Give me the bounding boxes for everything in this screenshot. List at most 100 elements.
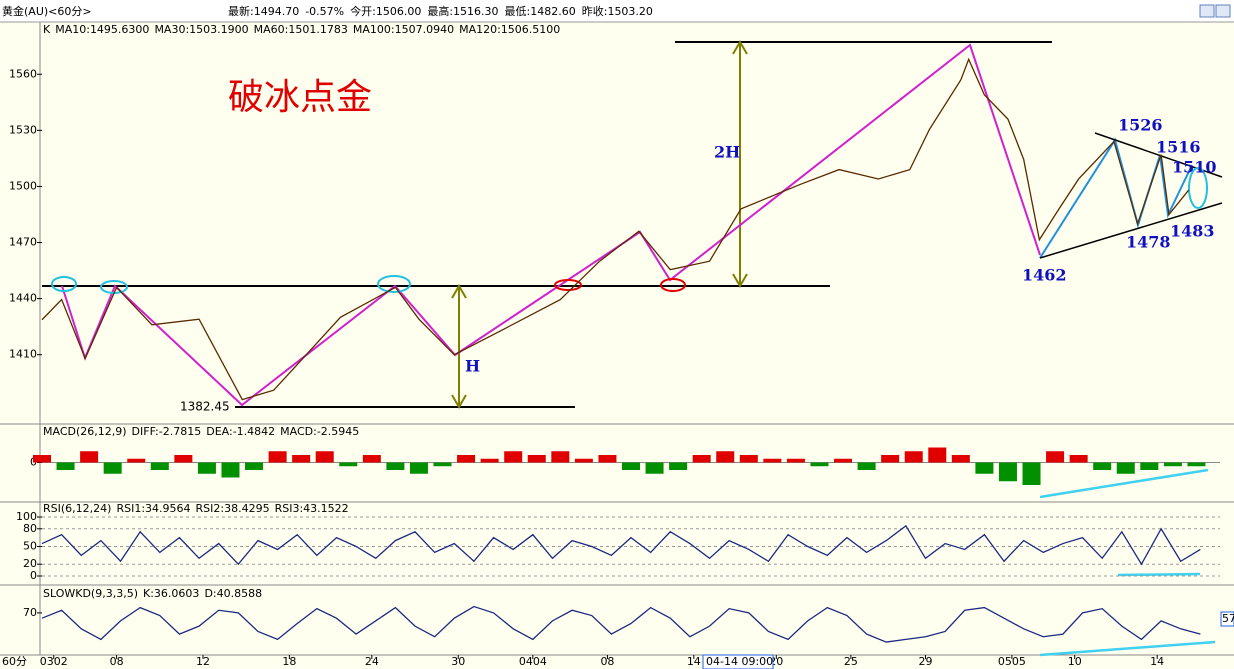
series-line <box>41 524 1201 566</box>
bar <box>810 462 829 467</box>
bar <box>103 462 122 474</box>
quote-item: -0.57% <box>305 5 344 18</box>
header-bar <box>0 0 1234 22</box>
annotation: 1382.45 <box>180 400 230 414</box>
bar <box>834 458 853 463</box>
bar <box>716 451 735 463</box>
headline: 破冰点金 <box>228 77 372 118</box>
legend-entry: RSI3:43.1522 <box>275 502 349 515</box>
y-tick-label: 1470 <box>9 236 37 249</box>
annotation-drawings <box>42 40 1223 657</box>
x-tick-label: 18 <box>282 655 296 668</box>
y-tick-label: 1440 <box>9 292 37 305</box>
y-tick-label: 1410 <box>9 348 37 361</box>
legend-entry: D:40.8588 <box>204 587 262 600</box>
bar <box>480 458 499 463</box>
bar <box>1093 462 1112 470</box>
panel-frames <box>0 22 1234 656</box>
bar <box>1140 462 1159 470</box>
y-tick-label: 0 <box>30 569 37 582</box>
annotation: 1462 <box>1022 266 1067 285</box>
x-tick-label: 29 <box>919 655 933 668</box>
legend-entry: MA100:1507.0940 <box>353 23 454 36</box>
bar <box>998 462 1017 482</box>
symbol-title: 黄金(AU)<60分> <box>2 4 92 18</box>
bar <box>1046 451 1065 463</box>
bar <box>904 451 923 463</box>
y-tick-label: 70 <box>23 606 37 619</box>
bar <box>786 458 805 463</box>
series-line <box>41 605 1201 643</box>
bar <box>127 458 146 463</box>
quote-item: 最新:1494.70 <box>228 4 299 18</box>
bar <box>622 462 640 470</box>
bar <box>150 462 169 470</box>
bar <box>881 455 900 463</box>
x-tick-label: 10 <box>1068 655 1082 668</box>
legend-entry: RSI1:34.9564 <box>116 502 190 515</box>
bar <box>857 462 876 470</box>
bar <box>1069 455 1088 463</box>
legend-entry: MACD(26,12,9) <box>43 425 127 438</box>
y-tick-label: 1530 <box>9 123 37 136</box>
x-tick-label: 12 <box>196 655 210 668</box>
x-tick-label: 0505 <box>998 655 1026 668</box>
legend-entry: MA30:1503.1900 <box>154 23 248 36</box>
bar <box>409 462 428 474</box>
x-tick-label: 14 <box>687 655 701 668</box>
bar <box>339 462 358 467</box>
bar <box>292 455 311 463</box>
cursor-time: 04-14 09:00 <box>706 655 773 668</box>
annotation: 2H <box>714 143 740 162</box>
timeframe-label: 60分 <box>2 655 27 668</box>
bar <box>362 455 381 463</box>
bar <box>33 455 51 463</box>
bar <box>197 462 216 474</box>
bar <box>645 462 664 474</box>
bar <box>56 462 75 470</box>
bar <box>457 455 476 463</box>
x-tick-label: 30 <box>451 655 465 668</box>
annotation: 1526 <box>1118 116 1163 135</box>
bar <box>245 462 264 470</box>
x-tick-label: 0404 <box>519 655 547 668</box>
legend-entry: DIFF:-2.7815 <box>132 425 202 438</box>
bar <box>386 462 405 470</box>
quote-item: 今开:1506.00 <box>350 4 421 18</box>
legend-entry: K:36.0603 <box>143 587 199 600</box>
y-tick-label: 50 <box>23 540 37 553</box>
bar <box>551 451 570 463</box>
bar <box>1116 462 1135 474</box>
bar <box>268 451 287 463</box>
legend-entry: SLOWKD(9,3,3,5) <box>43 587 138 600</box>
bar <box>739 455 758 463</box>
quote-item: 最低:1482.60 <box>505 5 576 18</box>
bar <box>1022 462 1041 485</box>
legend-entry: MA60:1501.1783 <box>254 23 348 36</box>
legend-entry: MA120:1506.5100 <box>459 23 560 36</box>
bar <box>692 455 711 463</box>
right-label: 57 <box>1222 612 1234 625</box>
annotation: 1483 <box>1170 222 1215 241</box>
legend-entry: MACD:-2.5945 <box>280 425 359 438</box>
annotation: 1516 <box>1156 138 1201 157</box>
annotation: H <box>465 357 480 376</box>
bar <box>598 455 617 463</box>
annotation: 1510 <box>1172 158 1217 177</box>
bar <box>763 458 782 463</box>
next-button[interactable] <box>1215 4 1231 18</box>
legend-entry: K <box>43 23 51 36</box>
x-tick-label: 24 <box>365 655 379 668</box>
y-tick-label: 1560 <box>9 67 37 80</box>
bar <box>669 462 688 470</box>
x-tick-label: 08 <box>600 655 614 668</box>
bar <box>80 451 99 463</box>
quote-item: 最高:1516.30 <box>427 4 498 18</box>
bar <box>574 458 593 463</box>
prev-button[interactable] <box>1199 4 1215 18</box>
legend-entry: MA10:1495.6300 <box>55 23 149 36</box>
quote-item: 昨收:1503.20 <box>582 4 653 18</box>
y-tick-label: 80 <box>23 522 37 535</box>
